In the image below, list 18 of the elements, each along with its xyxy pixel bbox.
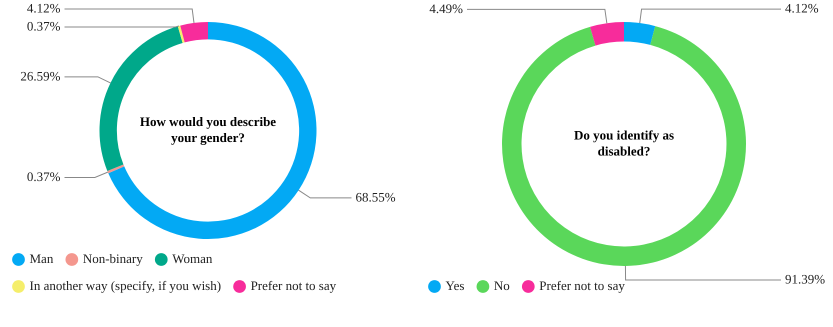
text: How would you describe your gender? <box>140 114 276 145</box>
data-label: 4.49% <box>429 0 464 16</box>
text: Do you identify as disabled? <box>574 127 674 158</box>
data-label: 26.59% <box>20 68 61 84</box>
legend-label: Woman <box>172 250 213 266</box>
data-label: 0.37% <box>26 18 61 34</box>
legend-label: Non-binary <box>82 250 144 266</box>
legend-label: Yes <box>446 278 464 293</box>
data-label: 4.12% <box>26 0 61 16</box>
legend-label: In another way (specify, if you wish) <box>30 278 222 293</box>
legend-label: Prefer not to say <box>539 278 626 293</box>
legend-label: No <box>494 278 510 293</box>
data-label: 68.55% <box>356 189 396 204</box>
legend-label: Prefer not to say <box>250 278 337 293</box>
data-label: 4.12% <box>785 0 819 16</box>
data-label: 91.39% <box>785 271 826 286</box>
legend-label: Man <box>30 250 54 266</box>
data-label: 0.37% <box>26 168 61 184</box>
